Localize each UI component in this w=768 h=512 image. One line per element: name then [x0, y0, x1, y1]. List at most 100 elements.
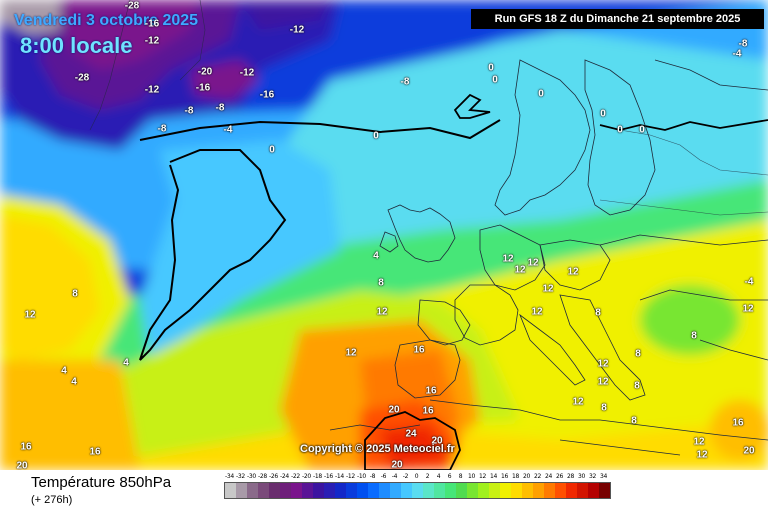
- scale-swatch: [588, 483, 599, 498]
- color-scale: -34 -32 -30 -28 -26 -24 -22 -20 -18 -16 -14 -12 -10-…: [224, 473, 752, 507]
- scale-label: -28: [258, 473, 267, 480]
- iso-label-12: 12: [24, 309, 36, 321]
- scale-label: 0: [414, 473, 419, 480]
- scale-label: 12: [478, 473, 487, 480]
- iso-label-12: 12: [502, 253, 514, 265]
- iso-label-minus-20: -20: [197, 66, 213, 78]
- iso-label-0: 0: [617, 124, 623, 136]
- scale-swatch: [302, 483, 313, 498]
- scale-swatch: [258, 483, 269, 498]
- scale-swatch: [324, 483, 335, 498]
- scale-label: -18: [313, 473, 322, 480]
- iso-label-4: 4: [61, 365, 67, 377]
- iso-label-16: 16: [732, 417, 744, 429]
- iso-label-minus-12: -12: [289, 24, 305, 36]
- scale-swatch: [445, 483, 456, 498]
- scale-swatch: [566, 483, 577, 498]
- iso-label-12: 12: [572, 396, 584, 408]
- scale-swatch: [555, 483, 566, 498]
- iso-label-12: 12: [514, 264, 526, 276]
- iso-label-16: 16: [413, 344, 425, 356]
- scale-swatch: [544, 483, 555, 498]
- scale-label: 24: [544, 473, 553, 480]
- scale-label: 2: [425, 473, 430, 480]
- scale-swatch: [456, 483, 467, 498]
- forecast-time: 8:00 locale: [20, 33, 133, 58]
- iso-label-12: 12: [567, 266, 579, 278]
- iso-label-4: 4: [71, 376, 77, 388]
- iso-label-8: 8: [631, 415, 637, 427]
- scale-swatch: [390, 483, 401, 498]
- iso-label-minus-4: -4: [744, 276, 754, 288]
- iso-label-minus-12: -12: [144, 84, 160, 96]
- iso-label-8: 8: [635, 348, 641, 360]
- iso-label-minus-28: -28: [74, 72, 90, 84]
- temperature-field: [0, 0, 768, 470]
- scale-swatch: [379, 483, 390, 498]
- scale-swatch: [434, 483, 445, 498]
- iso-label-12: 12: [527, 257, 539, 269]
- iso-label-minus-8: -8: [184, 105, 194, 117]
- scale-swatch: [522, 483, 533, 498]
- scale-label: 34: [599, 473, 608, 480]
- legend-bar: Température 850hPa (+ 276h) -34 -32 -30 -28…: [0, 470, 768, 512]
- legend-subtitle: (+ 276h): [31, 494, 73, 506]
- iso-label-minus-12: -12: [144, 35, 160, 47]
- scale-label: 32: [588, 473, 597, 480]
- scale-label: 20: [522, 473, 531, 480]
- iso-label-16: 16: [422, 405, 434, 417]
- iso-label-12: 12: [376, 306, 388, 318]
- scale-label: -34: [225, 473, 234, 480]
- scale-label: -8: [369, 473, 376, 480]
- scale-swatch: [577, 483, 588, 498]
- scale-label: 8: [458, 473, 463, 480]
- iso-label-8: 8: [691, 330, 697, 342]
- iso-label-12: 12: [693, 436, 705, 448]
- iso-label-minus-16: -16: [144, 18, 160, 30]
- iso-label-0: 0: [600, 108, 606, 120]
- legend-title: Température 850hPa: [31, 474, 172, 491]
- iso-label-4: 4: [123, 357, 129, 369]
- copyright-notice: Copyright © 2025 Meteociel.fr: [300, 443, 455, 455]
- iso-label-minus-8: -8: [400, 76, 410, 88]
- scale-label: -30: [247, 473, 256, 480]
- iso-label-20: 20: [391, 459, 403, 471]
- iso-label-minus-16: -16: [259, 89, 275, 101]
- scale-swatch: [599, 483, 610, 498]
- iso-label-minus-4: -4: [732, 48, 742, 60]
- model-run-info: Run GFS 18 Z du Dimanche 21 septembre 20…: [471, 9, 764, 29]
- scale-label: 28: [566, 473, 575, 480]
- scale-label: 10: [467, 473, 476, 480]
- scale-swatch: [368, 483, 379, 498]
- scale-swatch: [423, 483, 434, 498]
- iso-label-12: 12: [542, 283, 554, 295]
- iso-label-minus-4: -4: [223, 124, 233, 136]
- scale-label: -12: [346, 473, 355, 480]
- iso-label-8: 8: [601, 402, 607, 414]
- iso-label-16: 16: [89, 446, 101, 458]
- iso-label-12: 12: [742, 303, 754, 315]
- scale-label: 18: [511, 473, 520, 480]
- scale-swatch: [335, 483, 346, 498]
- scale-swatch: [467, 483, 478, 498]
- iso-label-12: 12: [597, 358, 609, 370]
- scale-label: 6: [447, 473, 452, 480]
- scale-swatch: [357, 483, 368, 498]
- scale-label: -20: [302, 473, 311, 480]
- scale-swatch: [313, 483, 324, 498]
- iso-label-minus-12: -12: [239, 67, 255, 79]
- scale-label: 30: [577, 473, 586, 480]
- scale-label: 14: [489, 473, 498, 480]
- scale-swatch: [489, 483, 500, 498]
- iso-label-minus-8: -8: [738, 38, 748, 50]
- iso-label-20: 20: [388, 404, 400, 416]
- iso-label-12: 12: [696, 449, 708, 461]
- iso-label-0: 0: [538, 88, 544, 100]
- scale-label: -24: [280, 473, 289, 480]
- scale-swatch: [269, 483, 280, 498]
- scale-swatch: [401, 483, 412, 498]
- iso-label-16: 16: [20, 441, 32, 453]
- scale-label: -14: [335, 473, 344, 480]
- scale-labels: -34 -32 -30 -28 -26 -24 -22 -20 -18 -16 -14 -12 -10-…: [224, 473, 752, 480]
